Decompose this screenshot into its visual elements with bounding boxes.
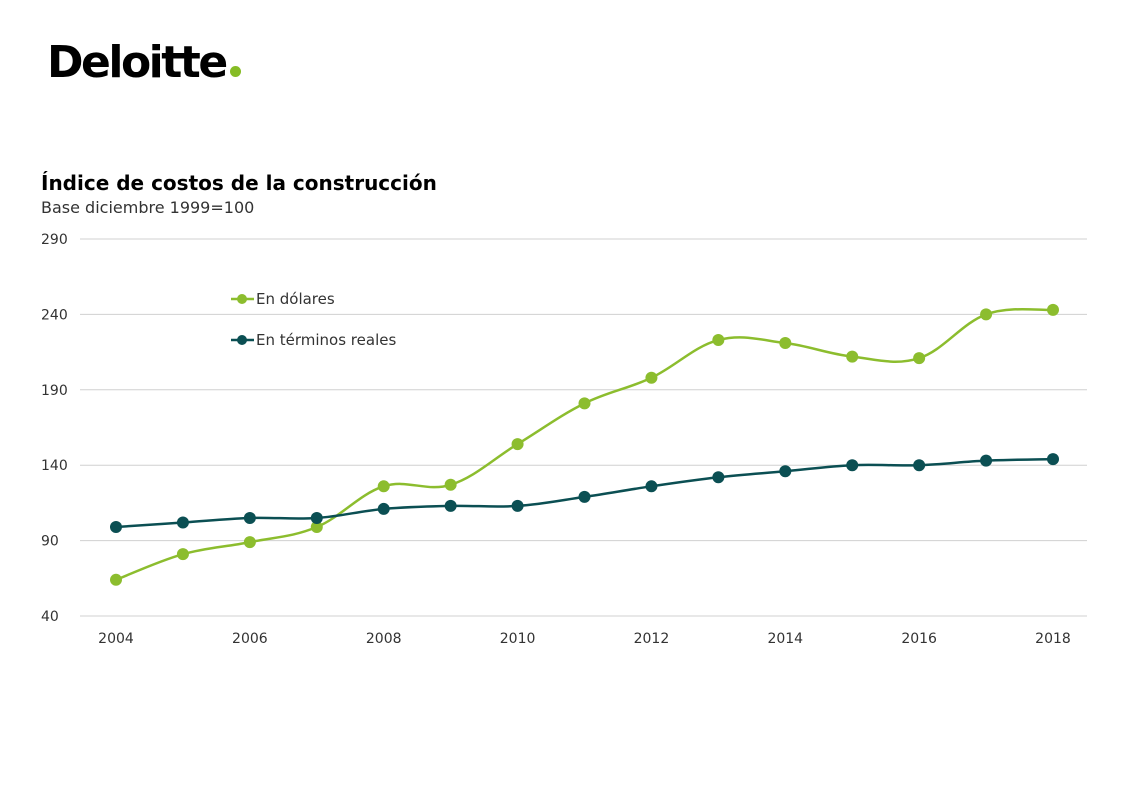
data-point xyxy=(645,480,658,493)
data-point xyxy=(243,536,256,549)
y-tick-label: 240 xyxy=(41,307,68,323)
y-tick-label: 190 xyxy=(41,383,68,399)
chart-title: Índice de costos de la construcción xyxy=(41,171,437,195)
data-point xyxy=(779,337,792,350)
x-tick-label: 2018 xyxy=(1035,631,1071,647)
data-point xyxy=(846,350,859,363)
x-tick-label: 2004 xyxy=(98,631,134,647)
data-point xyxy=(511,438,524,451)
data-point xyxy=(645,371,658,384)
data-point xyxy=(176,548,189,561)
x-tick-label: 2008 xyxy=(366,631,402,647)
x-tick-label: 2016 xyxy=(901,631,937,647)
legend-label: En términos reales xyxy=(256,331,396,349)
y-tick-label: 40 xyxy=(41,609,59,625)
data-point xyxy=(980,308,993,321)
data-point xyxy=(110,521,122,534)
data-point xyxy=(377,502,390,515)
data-point xyxy=(913,459,926,472)
legend-marker xyxy=(237,294,247,304)
data-point xyxy=(913,352,926,365)
data-point xyxy=(176,516,189,529)
data-point xyxy=(1047,453,1059,466)
data-point xyxy=(712,471,725,484)
data-point xyxy=(846,459,859,472)
data-point xyxy=(243,511,256,524)
data-point xyxy=(712,334,725,347)
x-tick-label: 2012 xyxy=(634,631,670,647)
deloitte-logo: Deloitte xyxy=(47,38,241,88)
legend-label: En dólares xyxy=(256,290,335,308)
data-point xyxy=(1047,303,1059,316)
data-point xyxy=(110,573,122,586)
series-line xyxy=(115,307,1054,581)
x-tick-label: 2006 xyxy=(232,631,268,647)
x-tick-label: 2014 xyxy=(767,631,803,647)
y-tick-label: 290 xyxy=(41,232,68,248)
data-point xyxy=(444,478,457,491)
chart-subtitle: Base diciembre 1999=100 xyxy=(41,198,255,217)
data-point xyxy=(444,499,457,512)
y-tick-label: 140 xyxy=(41,458,68,474)
data-point xyxy=(578,397,591,410)
data-point xyxy=(578,490,591,503)
data-point xyxy=(377,480,390,493)
x-tick-label: 2010 xyxy=(500,631,536,647)
y-tick-label: 90 xyxy=(41,534,59,550)
logo-dot xyxy=(229,66,241,77)
data-point xyxy=(310,511,323,524)
data-point xyxy=(980,454,993,467)
data-point xyxy=(511,499,524,512)
legend-marker xyxy=(237,335,247,345)
data-point xyxy=(779,465,792,478)
logo-text: Deloitte xyxy=(47,37,228,88)
data-point xyxy=(310,521,323,534)
